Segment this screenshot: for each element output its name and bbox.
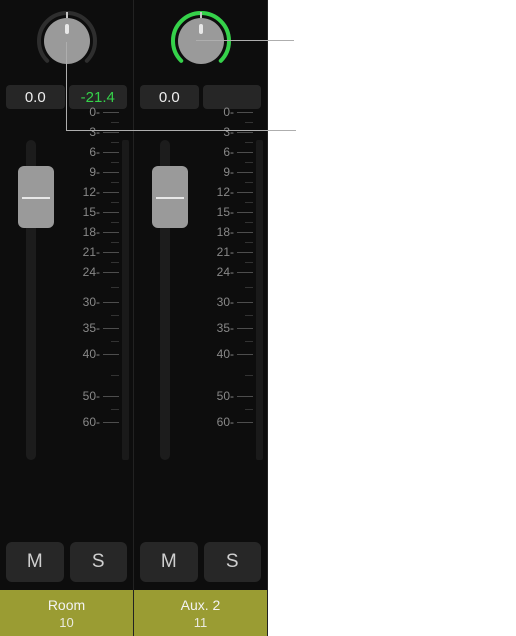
solo-button[interactable]: S xyxy=(70,542,128,582)
pan-knob[interactable] xyxy=(170,10,232,72)
mute-button[interactable]: M xyxy=(140,542,198,582)
level-value[interactable]: 0.0 xyxy=(6,85,65,109)
solo-button[interactable]: S xyxy=(204,542,262,582)
fader-scale-label: 18- xyxy=(74,225,100,239)
fader-scale-label: 50- xyxy=(208,389,234,403)
mute-button[interactable]: M xyxy=(6,542,64,582)
fader-scale-label: 21- xyxy=(74,245,100,259)
fader-scale-label: 3- xyxy=(74,125,100,139)
fader-scale-label: 24- xyxy=(74,265,100,279)
fader-scale-label: 12- xyxy=(74,185,100,199)
level-meter xyxy=(122,140,129,460)
fader-scale-label: 50- xyxy=(74,389,100,403)
channel-number: 10 xyxy=(59,615,73,630)
fader-scale-label: 60- xyxy=(74,415,100,429)
channel-name: Aux. 2 xyxy=(181,597,221,613)
channel-strip: 0.0 0- 3- 6- 9- 12- 15- 18- 21- 24- 30- 35- 40- 50- 60… xyxy=(134,0,268,636)
fader-scale-label: 40- xyxy=(74,347,100,361)
fader-scale-label: 60- xyxy=(208,415,234,429)
channel-label[interactable]: Room 10 xyxy=(0,590,133,636)
fader-scale-label: 24- xyxy=(208,265,234,279)
channel-strip: 0.0-21.40-3-6-9-12-15-18-21-24-30-35-40-… xyxy=(0,0,134,636)
fader-scale-label: 6- xyxy=(208,145,234,159)
fader-scale-label: 0- xyxy=(74,105,100,119)
fader-scale-label: 15- xyxy=(74,205,100,219)
fader-scale-label: 35- xyxy=(74,321,100,335)
fader-scale-label: 18- xyxy=(208,225,234,239)
level-value[interactable]: 0.0 xyxy=(140,85,199,109)
fader-scale-label: 30- xyxy=(208,295,234,309)
fader-cap[interactable] xyxy=(152,166,188,228)
fader-scale-label: 30- xyxy=(74,295,100,309)
level-meter xyxy=(256,140,263,460)
fader-scale-label: 0- xyxy=(208,105,234,119)
fader-scale-label: 35- xyxy=(208,321,234,335)
fader-scale-label: 6- xyxy=(74,145,100,159)
fader-scale-label: 9- xyxy=(74,165,100,179)
fader-scale-label: 15- xyxy=(208,205,234,219)
fader-scale-label: 3- xyxy=(208,125,234,139)
fader-cap[interactable] xyxy=(18,166,54,228)
channel-label[interactable]: Aux. 2 11 xyxy=(134,590,267,636)
callout-area xyxy=(268,0,516,636)
callout-leader xyxy=(66,42,67,130)
fader-scale-label: 12- xyxy=(208,185,234,199)
channel-name: Room xyxy=(48,597,85,613)
fader-scale-label: 21- xyxy=(208,245,234,259)
callout-leader xyxy=(66,130,296,131)
fader-scale-label: 9- xyxy=(208,165,234,179)
channel-number: 11 xyxy=(194,615,208,630)
callout-leader xyxy=(196,40,294,41)
fader-scale-label: 40- xyxy=(208,347,234,361)
